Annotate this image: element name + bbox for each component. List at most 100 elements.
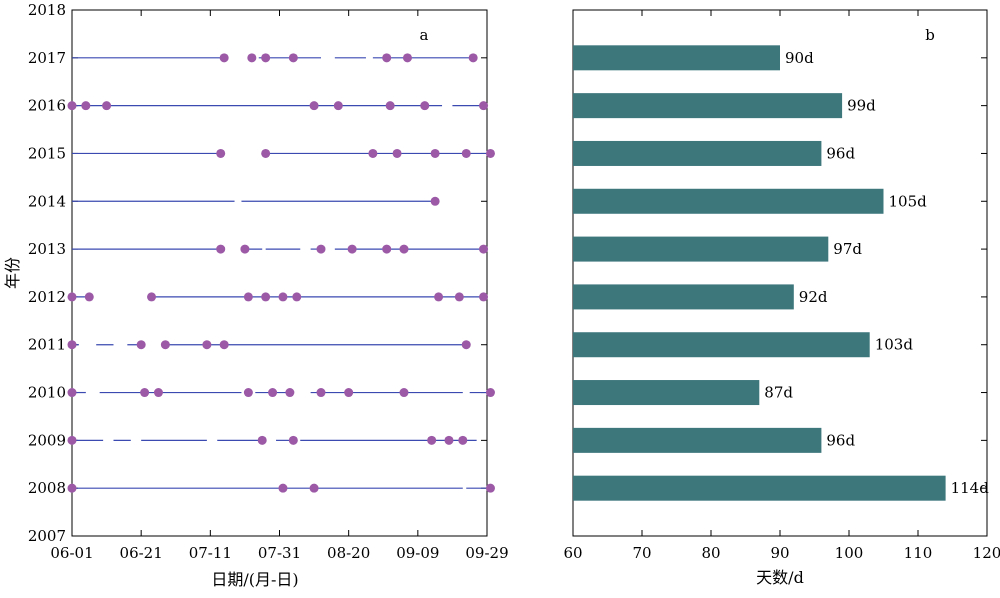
data-point: [316, 244, 326, 254]
series-2017: [72, 53, 478, 63]
data-point: [261, 53, 271, 63]
y-tick-label: 2007: [28, 527, 66, 545]
bar-2013: [573, 236, 829, 262]
data-point: [219, 340, 229, 350]
data-point: [67, 388, 77, 398]
data-point: [434, 292, 444, 302]
data-point: [430, 196, 440, 206]
bar-2012: [573, 284, 794, 310]
panel-b-frame: [572, 9, 988, 537]
x-tick-label: 100: [835, 544, 864, 562]
data-point: [461, 148, 471, 158]
data-point: [67, 340, 77, 350]
data-point: [399, 244, 409, 254]
x-tick-label: 80: [701, 544, 720, 562]
y-tick-label: 2016: [28, 97, 66, 115]
data-point: [368, 148, 378, 158]
bar-2014: [573, 188, 884, 214]
bar-value-label: 97d: [833, 240, 862, 258]
data-point: [84, 292, 94, 302]
data-point: [430, 148, 440, 158]
data-point: [216, 244, 226, 254]
bar-value-label: 105d: [889, 192, 928, 210]
bar-2008: [573, 475, 946, 501]
data-point: [382, 244, 392, 254]
data-point: [160, 340, 170, 350]
series-2011: [67, 340, 471, 350]
bar-2017: [573, 45, 780, 71]
series-2010: [67, 388, 495, 398]
data-point: [247, 53, 257, 63]
series-2014: [72, 196, 440, 206]
data-point: [427, 435, 437, 445]
series-2012: [67, 292, 489, 302]
data-point: [385, 101, 395, 111]
series-2009: [67, 435, 477, 445]
bar-value-label: 96d: [826, 431, 855, 449]
data-point: [461, 340, 471, 350]
data-point: [67, 435, 77, 445]
data-point: [479, 244, 489, 254]
data-point: [261, 148, 271, 158]
data-point: [285, 388, 295, 398]
x-tick-label: 08-20: [327, 544, 370, 562]
y-tick-label: 2011: [28, 336, 66, 354]
bar-2011: [573, 332, 870, 358]
x-tick-label: 120: [973, 544, 1000, 562]
x-tick-label: 09-29: [465, 544, 508, 562]
bar-2009: [573, 427, 822, 453]
data-point: [479, 101, 489, 111]
x-tick-label: 70: [632, 544, 651, 562]
data-point: [67, 101, 77, 111]
data-point: [288, 435, 298, 445]
panel-a-chart: 06-01 06-21 07-11 07-31 08-20 09-09 09-29 2007 2…: [3, 1, 509, 589]
y-tick-label: 2018: [28, 1, 66, 19]
data-point: [202, 340, 212, 350]
data-point: [468, 53, 478, 63]
x-axis-title: 天数/d: [756, 568, 804, 587]
bar-value-label: 96d: [826, 144, 855, 162]
data-point: [444, 435, 454, 445]
bar-2016: [573, 93, 843, 119]
data-point: [67, 483, 77, 493]
data-point: [292, 292, 302, 302]
data-point: [243, 388, 253, 398]
y-tick-label: 2015: [28, 144, 66, 162]
data-point: [81, 101, 91, 111]
panel-a-label: a: [420, 26, 429, 44]
y-tick-label: 2017: [28, 49, 66, 67]
bar-value-label: 114d: [951, 479, 990, 497]
data-point: [347, 244, 357, 254]
x-tick-label: 90: [770, 544, 789, 562]
y-tick-label: 2009: [28, 431, 66, 449]
data-point: [485, 483, 495, 493]
bar-value-label: 90d: [785, 49, 814, 67]
y-tick-label: 2014: [28, 192, 66, 210]
x-tick-label: 60: [563, 544, 582, 562]
data-point: [399, 388, 409, 398]
data-point: [485, 388, 495, 398]
data-point: [458, 435, 468, 445]
data-point: [402, 53, 412, 63]
panel-a-frame: [71, 9, 488, 537]
series-2016: [67, 101, 489, 111]
data-point: [454, 292, 464, 302]
data-point: [257, 435, 267, 445]
bar-2010: [573, 380, 760, 406]
data-point: [243, 292, 253, 302]
y-tick-label: 2008: [28, 479, 66, 497]
bar-value-label: 87d: [764, 384, 793, 402]
data-point: [288, 53, 298, 63]
bar-value-label: 103d: [875, 336, 914, 354]
data-point: [309, 483, 319, 493]
series-2008: [67, 483, 495, 493]
data-point: [216, 148, 226, 158]
panel-b-chart: 60 70 80 90 100 110 120 90d 99d 96d 105d 97d 92d 103d…: [563, 9, 1000, 587]
data-point: [333, 101, 343, 111]
x-tick-label: 07-11: [189, 544, 232, 562]
data-point: [268, 388, 278, 398]
data-point: [140, 388, 150, 398]
data-point: [344, 388, 354, 398]
